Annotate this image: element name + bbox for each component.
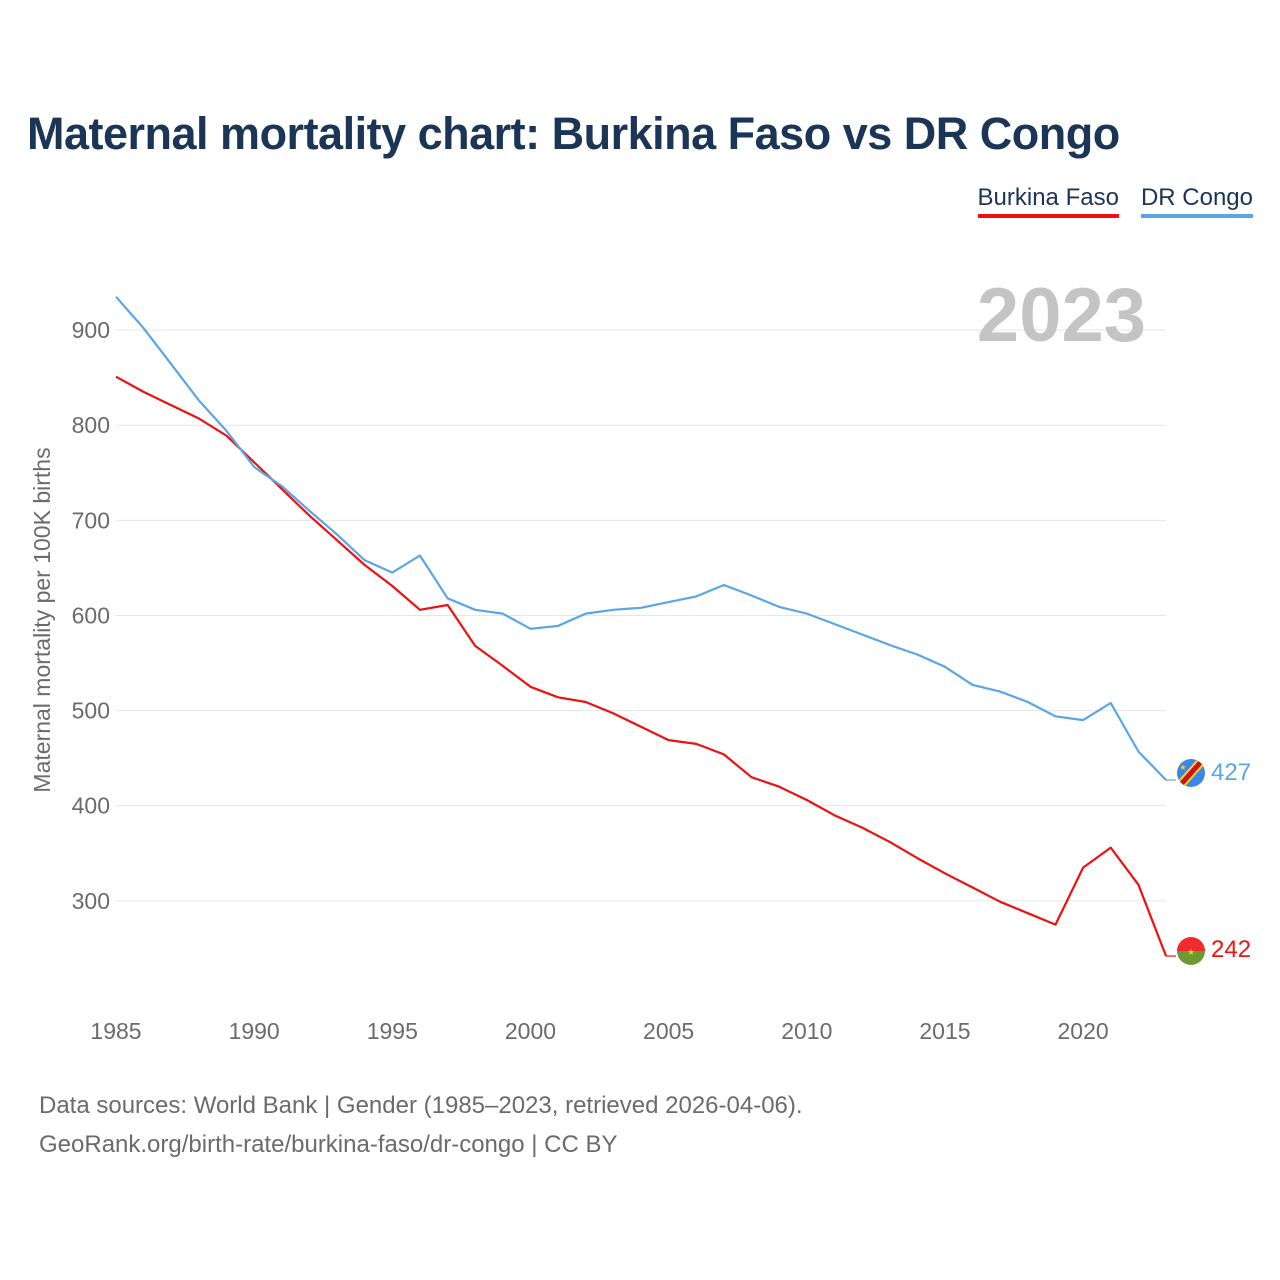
x-tick-label: 2020 — [1058, 1018, 1109, 1044]
series-line-burkina-faso[interactable] — [115, 375, 1168, 957]
y-tick-label: 600 — [72, 602, 110, 628]
series-lines — [115, 296, 1176, 957]
svg-text:★: ★ — [1187, 948, 1195, 958]
y-tick-label: 800 — [72, 412, 110, 438]
series-points — [116, 297, 1166, 956]
y-axis-ticks: 300 400 500 600 700 800 900 — [72, 317, 110, 914]
chart-title: Maternal mortality chart: Burkina Faso v… — [27, 108, 1120, 159]
y-tick-label: 400 — [72, 793, 110, 819]
legend: Burkina Faso DR Congo — [977, 184, 1253, 218]
line-chart: 2023 Maternal mortality per 100K births … — [29, 273, 1251, 1044]
footer-link[interactable]: GeoRank.org/birth-rate/burkina-faso/dr-c… — [39, 1131, 618, 1158]
dr-congo-flag-icon: ★ — [1177, 759, 1205, 787]
x-axis-ticks: 1985 1990 1995 2000 2005 2010 2015 2020 — [90, 1018, 1108, 1044]
x-tick-label: 1985 — [90, 1018, 141, 1044]
x-tick-label: 1990 — [229, 1018, 280, 1044]
legend-item-dr-congo[interactable]: DR Congo — [1140, 184, 1253, 218]
footer: Data sources: World Bank | Gender (1985–… — [39, 1086, 803, 1164]
year-watermark: 2023 — [977, 273, 1146, 358]
legend-item-burkina-faso[interactable]: Burkina Faso — [977, 184, 1119, 218]
x-tick-label: 2010 — [781, 1018, 832, 1044]
series-line-dr-congo[interactable] — [115, 296, 1167, 781]
svg-text:★: ★ — [1179, 763, 1186, 772]
x-tick-label: 2000 — [505, 1018, 556, 1044]
y-tick-label: 500 — [72, 698, 110, 724]
end-label-dr-congo: 427 — [1211, 759, 1251, 786]
y-tick-label: 900 — [72, 317, 110, 343]
x-tick-label: 2005 — [643, 1018, 694, 1044]
end-label-burkina-faso: 242 — [1211, 936, 1251, 963]
y-tick-label: 700 — [72, 507, 110, 533]
footer-source: Data sources: World Bank | Gender (1985–… — [39, 1092, 803, 1119]
gridlines — [116, 329, 1166, 902]
y-axis-label: Maternal mortality per 100K births — [29, 447, 55, 792]
y-tick-label: 300 — [72, 888, 110, 914]
x-tick-label: 2015 — [919, 1018, 970, 1044]
burkina-faso-flag-icon: ★ — [1177, 937, 1205, 965]
x-tick-label: 1995 — [367, 1018, 418, 1044]
